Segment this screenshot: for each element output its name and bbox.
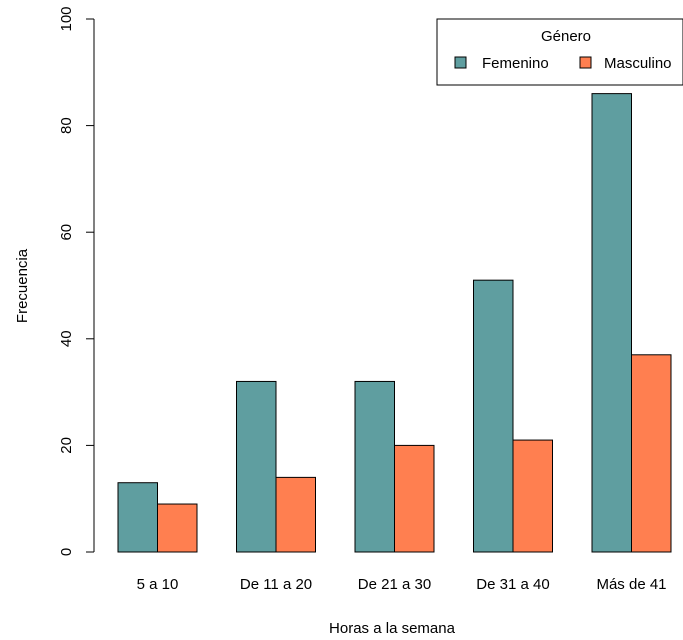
bar-femenino-1 [117, 482, 158, 553]
y-tick-label: 40 [58, 330, 75, 347]
y-tick-label: 80 [58, 117, 75, 134]
bar-masculino-2 [275, 476, 316, 553]
bar-masculino-4 [512, 439, 553, 553]
y-tick-label: 20 [58, 437, 75, 454]
bar-masculino-5 [631, 354, 672, 553]
bar-femenino-3 [354, 380, 395, 553]
bars-group [117, 93, 672, 553]
y-tick-label: 100 [58, 6, 75, 31]
x-tick-label: De 31 a 40 [476, 576, 549, 593]
bar-femenino-5 [591, 93, 632, 553]
bar-masculino-3 [394, 444, 435, 553]
bar-femenino-4 [473, 279, 514, 553]
x-tick-label: De 11 a 20 [240, 576, 312, 593]
legend-swatch-masculino [579, 56, 592, 69]
legend-label-femenino: Femenino [482, 55, 549, 72]
legend-title: Género [541, 28, 591, 45]
bar-masculino-1 [157, 503, 198, 553]
x-axis-label: Horas a la semana [329, 620, 456, 637]
legend-box [436, 18, 683, 86]
y-axis: 0 20 40 60 80 100 [58, 6, 95, 556]
y-tick-label: 60 [58, 224, 75, 241]
x-tick-label: De 21 a 30 [358, 576, 431, 593]
bar-femenino-2 [236, 380, 277, 553]
y-axis-label: Frecuencia [14, 248, 31, 323]
x-tick-label: 5 a 10 [137, 576, 179, 593]
legend: Género Femenino Masculino [436, 18, 683, 86]
legend-label-masculino: Masculino [604, 55, 672, 72]
legend-swatch-femenino [454, 56, 467, 69]
x-tick-label: Más de 41 [596, 576, 666, 593]
y-tick-label: 0 [58, 548, 75, 556]
x-tick-labels: 5 a 10 De 11 a 20 De 21 a 30 De 31 a 40 Más … [137, 576, 667, 593]
